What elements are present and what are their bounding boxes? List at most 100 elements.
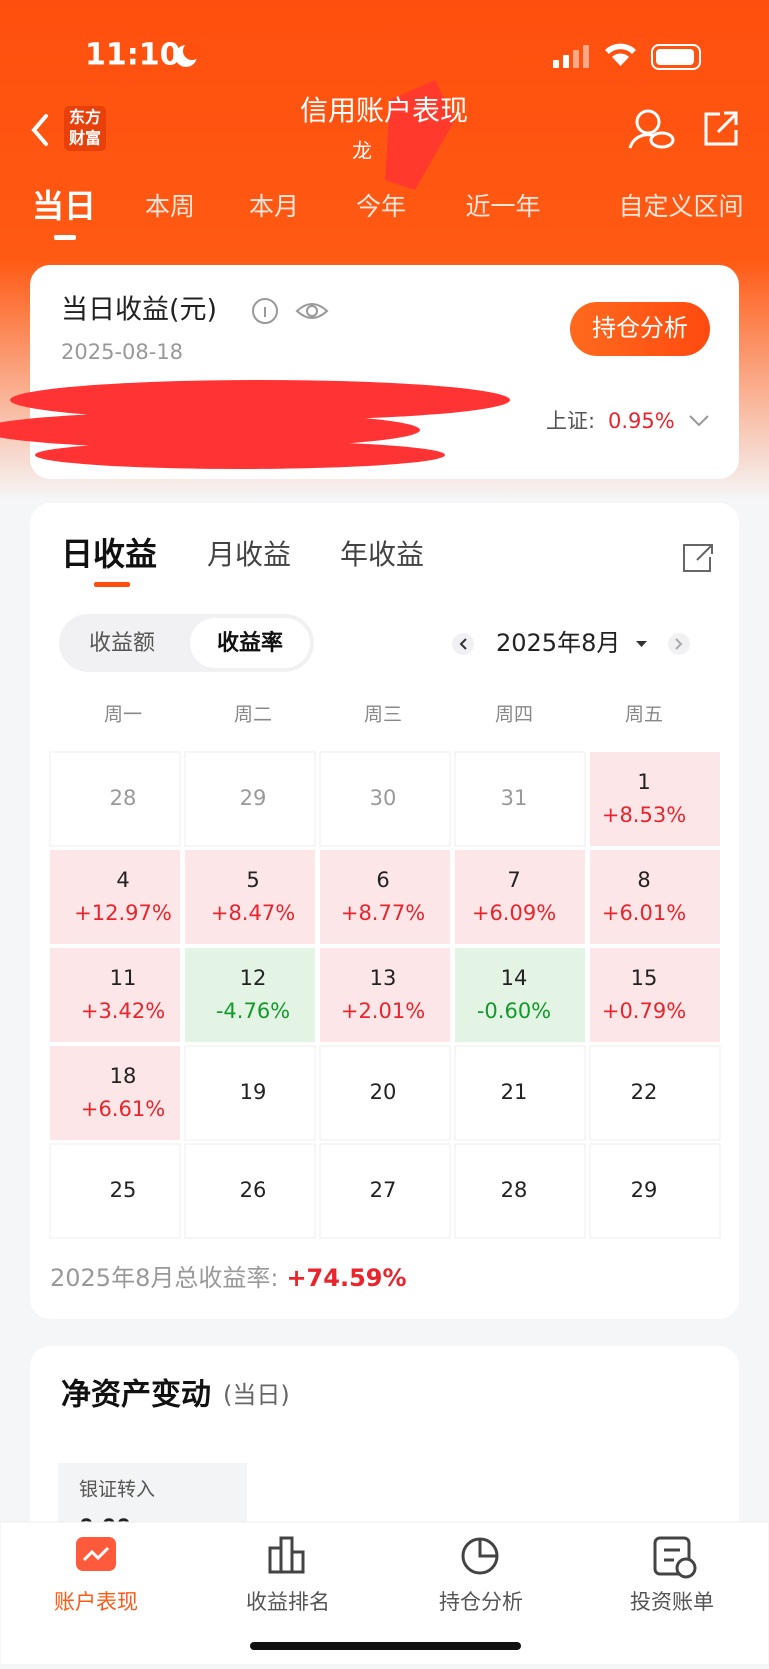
day-number: 22 [631,1080,658,1104]
day-number: 13 [370,966,397,990]
period-tab[interactable]: 今年 [356,192,406,221]
day-rate: -4.76% [216,999,290,1023]
day-rate: +3.42% [81,999,165,1023]
total-label: 2025年8月总收益率: [50,1264,278,1292]
bottom-nav-label[interactable]: 收益排名 [246,1590,330,1614]
redaction [0,80,510,469]
prev-month[interactable] [452,633,474,655]
period-tab[interactable]: 自定义区间 [618,192,743,221]
calendar-cell[interactable] [185,948,315,1042]
weekday: 周三 [364,704,402,726]
day-number: 28 [110,786,137,810]
share-icon[interactable] [683,544,713,572]
day-rate: +6.09% [472,901,556,925]
weekday: 周四 [495,704,533,726]
calendar-cell[interactable] [184,1143,316,1239]
calendar-cell[interactable] [50,850,180,944]
calendar-tab[interactable]: 日收益 [61,535,157,573]
prev-arrow [459,638,467,650]
day-rate: +0.79% [602,999,686,1023]
period-tab[interactable]: 当日 [32,187,96,225]
day-number: 30 [370,786,397,810]
calendar-cell[interactable] [319,1045,451,1141]
toggle-active[interactable] [190,618,310,668]
net-title: 净资产变动 [61,1378,211,1413]
next-month[interactable] [668,633,690,655]
net-note: (当日) [223,1381,290,1409]
calendar-cell[interactable] [590,850,720,944]
day-number: 19 [240,1080,267,1104]
bottom-nav-label[interactable]: 投资账单 [630,1590,714,1614]
day-number: 29 [631,1178,658,1202]
analysis-button[interactable] [570,302,710,356]
info-icons [252,298,329,324]
net-item-label: 银证转入 [79,1479,155,1501]
calendar-cell[interactable] [590,752,720,846]
day-number: 31 [501,786,528,810]
home-indicator [250,1642,521,1650]
summary-date: 2025-08-18 [61,340,183,364]
day-number: 6 [376,868,389,892]
index-label: 上证: [546,409,595,433]
day-rate: +6.61% [81,1097,165,1121]
calendar-cell[interactable] [455,948,585,1042]
day-number: 11 [110,966,137,990]
calendar-cell[interactable] [589,1045,721,1141]
calendar-cell [319,751,451,847]
day-number: 20 [370,1080,397,1104]
calendar-cell[interactable] [319,1143,451,1239]
bottom-nav-label[interactable]: 账户表现 [54,1590,138,1614]
calendar-cell[interactable] [590,948,720,1042]
day-number: 7 [507,868,520,892]
period-tab[interactable]: 本月 [249,192,299,221]
tab-underline [94,582,130,587]
logo-text: 东方 [69,108,101,127]
day-rate: -0.60% [477,999,551,1023]
day-number: 15 [631,966,658,990]
summary-title: 当日收益(元) [61,295,217,326]
calendar-cell[interactable] [49,1143,181,1239]
calendar-cell[interactable] [454,1143,586,1239]
day-number: 21 [501,1080,528,1104]
day-number: 14 [501,966,528,990]
chevron [689,415,709,427]
day-number: 5 [246,868,259,892]
calendar-cell[interactable] [50,1046,180,1140]
day-number: 27 [370,1178,397,1202]
day-number: 26 [240,1178,267,1202]
calendar-cell[interactable] [320,948,450,1042]
calendar-cell[interactable] [185,850,315,944]
bottom-nav-label[interactable]: 持仓分析 [439,1590,523,1614]
weekday: 周一 [104,704,142,726]
toggle-option[interactable]: 收益率 [217,630,283,656]
logo [64,106,106,151]
day-number: 4 [116,868,129,892]
month-caret [636,641,647,647]
calendar-tab[interactable]: 年收益 [340,538,424,571]
calendar-cell[interactable] [50,948,180,1042]
calendar-cell[interactable] [589,1143,721,1239]
weekday: 周五 [625,704,663,726]
month-label: 2025年8月 [496,629,620,657]
back-button[interactable] [31,114,48,146]
day-number: 29 [240,786,267,810]
period-tab[interactable]: 本周 [145,192,195,221]
calendar-tab[interactable]: 月收益 [207,538,291,571]
calendar-cell [49,751,181,847]
toggle-option[interactable]: 收益额 [89,631,155,656]
day-rate: +12.97% [74,901,172,925]
nav-title: 信用账户表现 [300,94,468,127]
status-icons [175,42,701,70]
calendar-cell[interactable] [184,1045,316,1141]
day-rate: +8.53% [602,803,686,827]
button-label: 持仓分析 [592,314,688,342]
calendar-cell[interactable] [454,1045,586,1141]
nav-icons-bottom [76,1536,697,1579]
day-number: 12 [240,966,267,990]
calendar-cell[interactable] [320,850,450,944]
calendar-cell[interactable] [455,850,585,944]
day-number: 1 [637,770,650,794]
period-tab[interactable]: 近一年 [465,192,540,221]
